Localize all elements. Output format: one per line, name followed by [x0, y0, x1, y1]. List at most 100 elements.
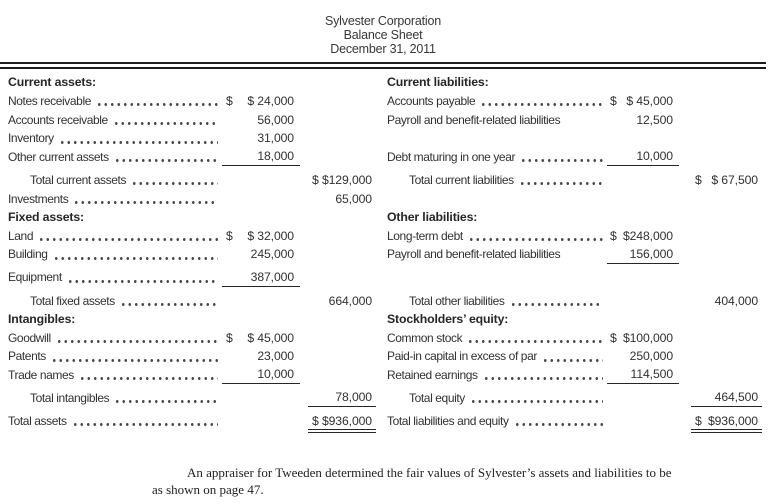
amount-cell: $ $100,000	[607, 328, 679, 347]
amount-cell: 387,000	[222, 268, 300, 287]
left-half: Equipment 387,000	[0, 268, 384, 287]
dot-leader	[76, 365, 218, 385]
row-label: Total equity	[387, 388, 607, 408]
amount-cell	[308, 366, 376, 385]
row-label-text: Total assets	[8, 414, 67, 429]
right-half: Debt maturing in one year 10,000	[384, 147, 762, 167]
row-label-text: Total other liabilities	[409, 293, 505, 308]
statement-date: December 31, 2011	[330, 42, 436, 56]
amount-cell: 56,000	[222, 110, 300, 129]
amount-cell	[308, 92, 376, 111]
currency-symbol: $	[312, 172, 319, 187]
table-row: Total assets $ $936,000 Total liabilities a…	[0, 411, 780, 433]
amount-cell	[691, 226, 762, 245]
row-label-text: Building	[8, 247, 48, 262]
right-half	[384, 129, 762, 148]
amount-cell: 464,500	[691, 389, 762, 408]
row-label-text: Payroll and benefit-related liabilities	[387, 247, 561, 262]
row-label-text: Patents	[8, 349, 46, 364]
right-half	[384, 268, 762, 287]
amount-cell: 10,000	[222, 366, 300, 385]
amount-cell: 250,000	[607, 347, 679, 366]
dot-leader	[507, 291, 603, 310]
table-row: Current assets: Current liabilities:	[0, 73, 780, 92]
left-half: Other current assets 18,000	[0, 147, 384, 167]
currency-symbol: $	[695, 413, 702, 428]
amount-value: $100,000	[622, 330, 673, 345]
amount-value: $ 45,000	[247, 330, 294, 345]
row-label-text: Common stock	[387, 330, 463, 345]
amount-value: $ 24,000	[247, 94, 294, 109]
row-label-text: Goodwill	[8, 330, 51, 345]
row-label: Current assets:	[8, 73, 222, 92]
dot-leader	[69, 411, 218, 431]
amount-cell	[691, 208, 762, 227]
amount-value: $129,000	[321, 172, 372, 187]
amount-value: $ 67,500	[711, 172, 758, 187]
row-label: Debt maturing in one year	[387, 147, 607, 167]
right-half: Payroll and benefit-related liabilities 1…	[384, 110, 762, 129]
row-label	[387, 268, 607, 287]
row-label-text: Trade names	[8, 367, 74, 382]
left-half: Accounts receivable 56,000	[0, 110, 384, 129]
amount-cell	[308, 310, 376, 329]
amount-cell	[607, 268, 679, 287]
row-label: Other current assets	[8, 147, 222, 167]
dot-leader	[111, 147, 218, 167]
amount-cell: 12,500	[607, 110, 679, 129]
row-label: Total fixed assets	[8, 291, 222, 310]
left-half: Building 245,000	[0, 245, 384, 264]
dot-leader	[110, 110, 218, 129]
note-line-1: An appraiser for Tweeden determined the …	[187, 465, 672, 481]
row-label: Patents	[8, 347, 222, 366]
row-label: Total current assets	[8, 170, 222, 190]
amount-value: $ 45,000	[626, 94, 673, 109]
amount-cell	[691, 328, 762, 347]
amount-cell	[691, 245, 762, 264]
amount-value: 31,000	[257, 131, 294, 146]
dot-leader	[112, 388, 218, 408]
right-half: Other liabilities:	[384, 208, 762, 227]
right-half: Current liabilities:	[384, 73, 762, 92]
dot-leader	[129, 170, 218, 190]
amount-value: 56,000	[257, 112, 294, 127]
amount-cell: 245,000	[222, 245, 300, 264]
amount-cell	[691, 268, 762, 287]
row-label-text: Total fixed assets	[30, 293, 115, 308]
row-label-text: Total liabilities and equity	[387, 414, 509, 429]
row-label-text: Retained earnings	[387, 367, 478, 382]
dot-leader	[467, 388, 603, 408]
dot-leader	[511, 411, 603, 431]
row-label: Intangibles:	[8, 310, 222, 329]
amount-value: $248,000	[622, 228, 673, 243]
row-label: Land	[8, 226, 222, 246]
dot-leader	[465, 328, 603, 347]
amount-value: 114,500	[630, 367, 674, 382]
balance-sheet-table: Current assets: Current liabilities: Notes…	[0, 73, 780, 440]
amount-cell	[607, 171, 679, 190]
amount-cell	[607, 412, 679, 431]
row-label-text: Inventory	[8, 131, 54, 146]
left-half: Current assets:	[0, 73, 384, 92]
dot-leader	[465, 226, 603, 246]
row-label-text: Accounts receivable	[8, 112, 108, 127]
dot-leader	[480, 365, 603, 385]
amount-cell	[607, 189, 679, 208]
dot-leader	[516, 170, 603, 190]
row-label-text: Investments	[8, 191, 69, 206]
currency-symbol: $	[695, 172, 702, 187]
amount-cell	[222, 189, 300, 208]
amount-value: 245,000	[250, 247, 294, 262]
left-half: Intangibles:	[0, 310, 384, 329]
currency-symbol: $	[226, 330, 233, 345]
row-label	[387, 189, 607, 208]
amount-cell	[222, 208, 300, 227]
right-half: Stockholders’ equity:	[384, 310, 762, 329]
table-row: Land $ $ 32,000 Long-term debt $ $248,000	[0, 226, 780, 246]
amount-cell: $ $ 67,500	[691, 171, 762, 190]
amount-cell	[607, 310, 679, 329]
currency-symbol: $	[610, 330, 617, 345]
amount-cell	[691, 92, 762, 111]
currency-symbol: $	[610, 228, 617, 243]
row-label: Other liabilities:	[387, 208, 607, 227]
